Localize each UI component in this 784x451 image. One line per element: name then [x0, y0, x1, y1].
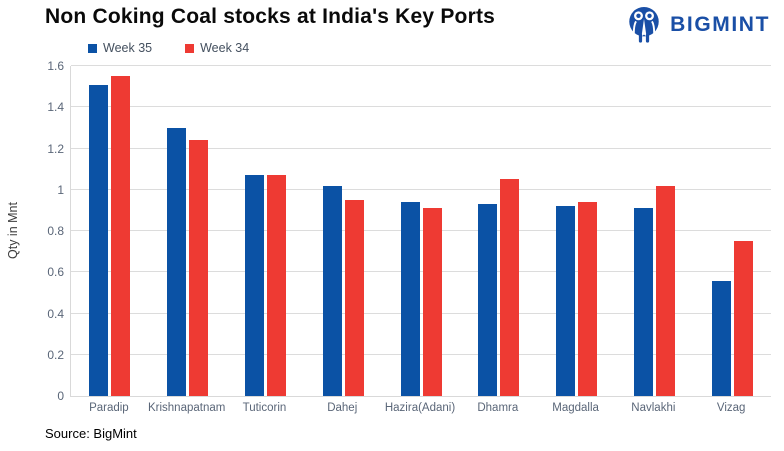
y-tick-1: 1	[57, 182, 64, 197]
bar-week-35-vizag	[711, 280, 731, 396]
bar-week-35-navlakhi	[633, 208, 653, 396]
y-axis-title: Qty in Mnt	[6, 202, 20, 260]
y-axis-tick-labels: 0 0.2 0.4 0.6 0.8 1 1.2 1.4 1.6	[26, 59, 64, 403]
bar-group-dhamra	[460, 66, 538, 396]
y-tick-0: 0	[57, 389, 64, 403]
x-label-krishnapatnam: Krishnapatnam	[147, 402, 226, 414]
bar-week-35-magdalla	[556, 206, 576, 396]
bar-week-34-hazira-adani	[422, 208, 442, 396]
legend-label-week-34: Week 34	[200, 41, 250, 55]
legend-swatch-week-35	[88, 43, 97, 53]
legend-item-week-34: Week 34	[185, 41, 249, 55]
gridline-1.4	[71, 106, 771, 108]
x-label-vizag: Vizag	[716, 402, 746, 414]
bar-group-navlakhi	[615, 66, 693, 396]
bar-group-magdalla	[538, 66, 616, 396]
gridline-0.8	[71, 230, 771, 231]
chart-legend: Week 35 Week 34	[88, 41, 249, 55]
bar-group-hazira-adani	[382, 66, 460, 396]
x-label-magdalla: Magdalla	[552, 402, 599, 414]
y-tick-0.8: 0.8	[47, 224, 64, 238]
bigmint-wordmark: BIGMINT	[670, 13, 770, 36]
gridline-0.4	[71, 312, 771, 314]
bar-week-34-krishnapatnam	[189, 140, 209, 396]
y-tick-0.4: 0.4	[47, 306, 64, 321]
x-axis-labels: Paradip Krishnapatnam Tuticorin Dahej Hazira…	[70, 402, 770, 414]
gridline-1	[71, 188, 771, 190]
bigmint-logo: BIGMINT	[625, 5, 770, 45]
legend-item-week-35: Week 35	[88, 41, 152, 55]
y-tick-0.6: 0.6	[47, 265, 64, 280]
bar-week-35-dahej	[322, 185, 342, 396]
x-label-dhamra: Dhamra	[477, 402, 519, 414]
bar-week-34-tuticorin	[266, 175, 286, 396]
y-tick-1.4: 1.4	[47, 100, 64, 115]
x-label-paradip: Paradip	[89, 402, 129, 414]
x-label-navlakhi: Navlakhi	[631, 402, 676, 414]
bar-group-vizag	[693, 66, 771, 396]
y-tick-1.2: 1.2	[47, 141, 64, 156]
bar-week-34-dahej	[344, 200, 364, 396]
bar-week-34-paradip	[111, 76, 131, 396]
legend-swatch-week-34	[185, 43, 195, 53]
bar-group-tuticorin	[227, 66, 305, 396]
plot-area	[70, 65, 771, 397]
legend-label-week-35: Week 35	[103, 41, 153, 55]
gridline-0.2	[71, 353, 771, 355]
bar-week-34-magdalla	[578, 202, 598, 396]
bar-week-35-krishnapatnam	[167, 127, 187, 396]
x-label-dahej: Dahej	[327, 402, 358, 414]
bar-week-34-dhamra	[500, 179, 520, 396]
chart-title: Non Coking Coal stocks at India's Key Po…	[45, 5, 496, 28]
bar-group-paradip	[71, 66, 149, 396]
bar-group-krishnapatnam	[149, 66, 227, 396]
y-tick-0.2: 0.2	[47, 347, 64, 362]
gridline-1.6	[71, 65, 771, 66]
bar-week-34-vizag	[733, 241, 753, 396]
y-tick-1.6: 1.6	[47, 59, 64, 73]
x-label-hazira-adani: Hazira(Adani)	[384, 402, 456, 414]
bar-week-34-navlakhi	[655, 185, 675, 396]
bar-week-35-tuticorin	[244, 175, 264, 396]
x-label-tuticorin: Tuticorin	[242, 402, 287, 414]
bigmint-logo-icon	[629, 6, 659, 43]
bar-group-dahej	[304, 66, 382, 396]
bar-week-35-dhamra	[478, 204, 498, 396]
bar-week-35-hazira-adani	[400, 202, 420, 396]
source-note: Source: BigMint	[45, 426, 137, 441]
gridline-0.6	[71, 271, 771, 273]
bar-week-35-paradip	[89, 84, 109, 396]
gridline-1.2	[71, 147, 771, 149]
